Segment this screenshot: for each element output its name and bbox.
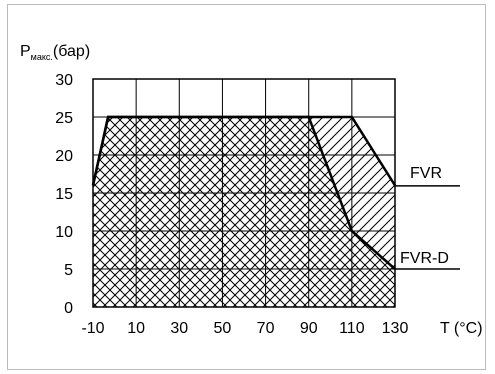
x-tick-label-0: -10: [81, 320, 104, 337]
plot-border: [92, 78, 396, 308]
x-axis-label: T (°C): [440, 320, 483, 337]
x-tick-label-7: 130: [382, 320, 409, 337]
x-tick-label-4: 70: [257, 320, 275, 337]
chart-lines: [91, 115, 460, 270]
y-tick-label-2: 10: [55, 224, 73, 241]
chart-frame: [7, 4, 486, 370]
y-tick-label-6: 30: [55, 72, 73, 89]
y-tick-label-1: 5: [64, 262, 73, 279]
x-tick-label-1: 10: [127, 320, 145, 337]
y-tick-label-4: 20: [55, 148, 73, 165]
y-tick-label-3: 15: [55, 186, 73, 203]
legend-label-fvr: FVR: [410, 165, 442, 182]
x-tick-label-2: 30: [170, 320, 188, 337]
chart-axes: 0 5 10 15 20 25 30 -10 10 30 50 70 90 110 130: [55, 72, 408, 337]
chart-areas: [93, 117, 395, 307]
x-tick-label-5: 90: [300, 320, 318, 337]
series-line-fvr-d: [91, 115, 396, 270]
x-tick-label-3: 50: [214, 320, 232, 337]
x-tick-label-6: 110: [339, 320, 365, 337]
y-tick-label-5: 25: [55, 110, 73, 127]
y-axis-label: Pмакс.(бар): [20, 43, 90, 62]
legend-label-fvr-d: FVR-D: [400, 250, 449, 267]
y-tick-label-0: 0: [64, 300, 73, 317]
area-fvr-d: [93, 117, 395, 307]
